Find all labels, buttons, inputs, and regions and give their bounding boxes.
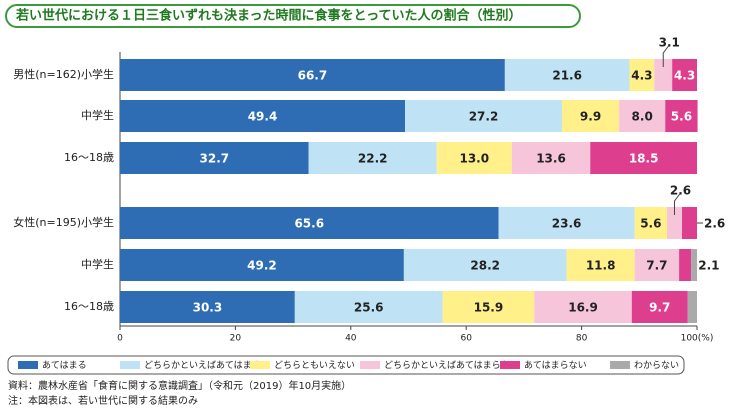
bar-segment xyxy=(403,249,567,281)
x-tick-label: 60 xyxy=(460,334,472,344)
value-label: 22.2 xyxy=(358,152,388,166)
bar-segment xyxy=(405,100,562,132)
value-label: 3.1 xyxy=(659,36,680,50)
legend-label: あてはまる xyxy=(42,360,87,371)
legend-label: どちらともいえない xyxy=(274,360,355,371)
value-label: 18.5 xyxy=(629,152,659,166)
value-label: 8.0 xyxy=(632,110,653,124)
value-label: 49.4 xyxy=(248,110,278,124)
bar-segment xyxy=(631,291,688,323)
bar-segment xyxy=(566,249,635,281)
value-label: 16.9 xyxy=(568,301,598,315)
value-label: 66.7 xyxy=(298,69,328,83)
bar-segment xyxy=(120,142,309,174)
category-label: 16～18歳 xyxy=(64,151,114,164)
source-note: 資料：農林水産省「食育に関する意識調査」（令和元（2019）年10月実施） xyxy=(8,379,351,392)
x-tick-label: 80 xyxy=(576,334,588,344)
value-label: 5.6 xyxy=(671,110,692,124)
bar-segment xyxy=(672,59,697,91)
bar-segment xyxy=(294,291,443,323)
value-label: 27.2 xyxy=(469,110,499,124)
bar-segment xyxy=(629,59,655,91)
value-label: 9.9 xyxy=(580,110,601,124)
value-label: 13.0 xyxy=(459,152,489,166)
bar-segment xyxy=(679,249,692,281)
value-label: 28.2 xyxy=(470,259,500,273)
category-label: 男性(n=162)小学生 xyxy=(13,67,114,81)
value-label: 23.6 xyxy=(552,217,582,231)
legend-swatch xyxy=(500,361,520,369)
value-label: 7.7 xyxy=(646,259,667,273)
legend-swatch xyxy=(610,361,630,369)
bar-segment xyxy=(120,291,295,323)
bar-segment xyxy=(687,291,697,323)
chart-title: 若い世代における１日三食いずれも決まった時間に食事をとっていた人の割合（性別） xyxy=(15,8,521,24)
x-tick-label: 20 xyxy=(230,334,242,344)
value-label: 32.7 xyxy=(200,152,230,166)
category-label: 女性(n=195)小学生 xyxy=(13,215,114,229)
category-label: 中学生 xyxy=(81,257,114,271)
leader-line xyxy=(673,192,681,215)
value-label: 4.3 xyxy=(674,69,695,83)
legend-label: わからない xyxy=(634,360,679,371)
bar-segment xyxy=(442,291,535,323)
value-label: 25.6 xyxy=(354,301,384,315)
bar-segment xyxy=(120,100,406,132)
legend-label: どちらかといえばあてはまる xyxy=(144,360,261,371)
bar-segment xyxy=(504,59,630,91)
bar-segment xyxy=(498,207,635,239)
category-label: 16～18歳 xyxy=(64,300,114,313)
category-label: 中学生 xyxy=(81,108,114,122)
title-box xyxy=(5,4,581,28)
value-label: 30.3 xyxy=(193,301,223,315)
value-label: 2.6 xyxy=(704,217,725,231)
legend-label: どちらかといえばあてはまらない xyxy=(384,360,519,371)
footnote: 注：本図表は、若い世代に関する結果のみ xyxy=(8,394,198,407)
bar-segment xyxy=(665,100,698,132)
bar-segment xyxy=(590,142,697,174)
bar-segment xyxy=(308,142,437,174)
bar-segment xyxy=(534,291,632,323)
value-label: 2.1 xyxy=(698,259,719,273)
value-label: 21.6 xyxy=(552,69,582,83)
x-tick-label: 0 xyxy=(117,334,123,344)
value-label: 9.7 xyxy=(649,301,670,315)
bar-segment xyxy=(619,100,666,132)
value-label: 5.6 xyxy=(640,217,661,231)
value-label: 15.9 xyxy=(474,301,504,315)
bar-segment xyxy=(681,207,697,239)
value-label: 65.6 xyxy=(294,217,324,231)
bar-segment xyxy=(666,207,682,239)
bar-segment xyxy=(436,142,512,174)
bar-segment xyxy=(511,142,591,174)
legend-swatch xyxy=(360,361,380,369)
legend-swatch xyxy=(250,361,270,369)
bar-segment xyxy=(634,249,680,281)
legend-box xyxy=(7,355,685,375)
bar-segment xyxy=(120,59,505,91)
value-label: 4.3 xyxy=(631,69,652,83)
value-label: 2.6 xyxy=(670,184,691,198)
x-tick-label: 40 xyxy=(345,334,357,344)
leader-line xyxy=(662,44,670,67)
value-label: 49.2 xyxy=(247,259,277,273)
value-label: 13.6 xyxy=(536,152,566,166)
bar-segment xyxy=(634,207,667,239)
bar-segment xyxy=(120,207,499,239)
legend-swatch xyxy=(18,361,38,369)
legend-swatch xyxy=(120,361,140,369)
bar-segment xyxy=(691,249,697,281)
bar-segment xyxy=(654,59,673,91)
legend-label: あてはまらない xyxy=(524,360,587,371)
value-label: 11.8 xyxy=(586,259,616,273)
x-tick-label: 100(%) xyxy=(681,334,714,344)
bar-segment xyxy=(120,249,404,281)
bar-segment xyxy=(561,100,620,132)
